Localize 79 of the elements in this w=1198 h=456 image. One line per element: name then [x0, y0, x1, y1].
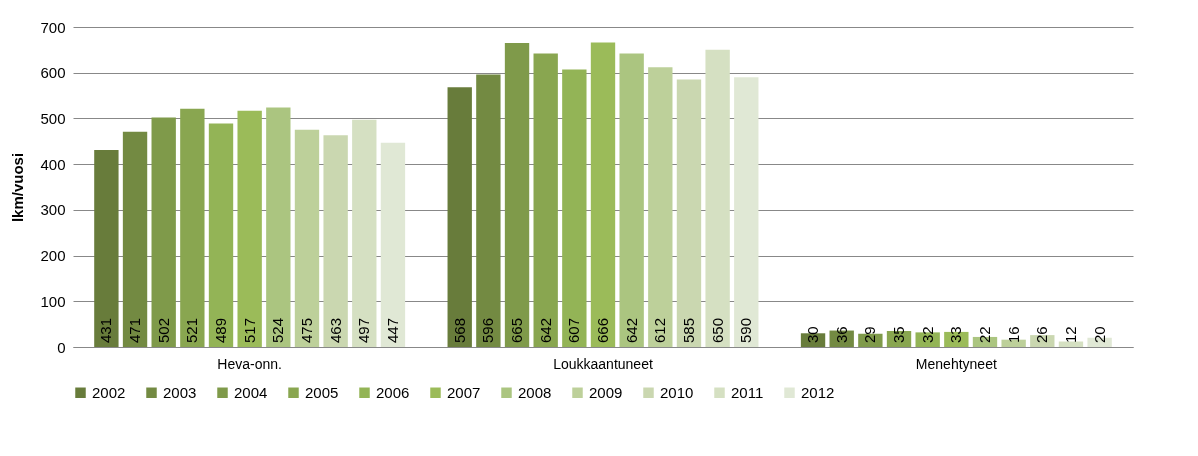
data-label: 642	[622, 317, 640, 343]
bar	[122, 131, 148, 347]
data-label: 521	[183, 317, 201, 343]
y-tick-label: 500	[40, 109, 66, 127]
data-label: 36	[832, 326, 850, 343]
data-label: 497	[355, 317, 373, 343]
data-label: 517	[240, 317, 258, 343]
y-tick-label: 0	[57, 338, 66, 356]
data-label: 447	[383, 317, 401, 343]
bar	[590, 42, 616, 347]
x-tick-label: Heva-onn.	[217, 355, 282, 372]
bar	[180, 108, 205, 347]
y-tick-label: 600	[40, 64, 66, 82]
legend-label: 2008	[518, 383, 552, 401]
data-label: 22	[975, 326, 993, 343]
bar	[705, 49, 730, 347]
data-label: 502	[154, 317, 172, 343]
data-label: 32	[918, 326, 936, 343]
data-label: 665	[508, 317, 526, 343]
data-label: 524	[269, 317, 287, 343]
bar	[619, 53, 644, 347]
data-label: 29	[861, 326, 879, 343]
bar	[294, 129, 320, 347]
data-label: 471	[126, 317, 144, 343]
bar	[476, 74, 501, 347]
bar	[380, 142, 406, 347]
data-label: 26	[1033, 326, 1051, 343]
bar	[504, 43, 530, 347]
bar	[533, 53, 558, 347]
legend-label: 2004	[234, 383, 268, 401]
bar	[151, 117, 176, 347]
x-tick-label: Loukkaantuneet	[553, 355, 653, 372]
data-label: 596	[479, 317, 497, 343]
y-tick-label: 400	[40, 155, 66, 173]
legend-label: 2012	[801, 383, 835, 401]
data-label: 431	[97, 317, 115, 343]
data-label: 12	[1061, 326, 1079, 343]
bar	[208, 123, 234, 347]
bar	[676, 79, 702, 347]
data-label: 568	[450, 317, 468, 343]
data-label: 650	[708, 317, 726, 343]
data-label: 20	[1090, 326, 1108, 343]
legend-label: 2011	[731, 383, 764, 401]
bar	[734, 77, 759, 347]
bar	[352, 119, 377, 347]
legend-label: 2003	[163, 383, 197, 401]
bar	[562, 69, 587, 347]
y-tick-label: 200	[40, 247, 66, 265]
data-label: 33	[947, 326, 965, 343]
bar	[1058, 341, 1084, 347]
bar	[94, 149, 119, 347]
bar	[266, 107, 291, 347]
bar	[447, 87, 472, 347]
y-axis-title: lkm/vuosi	[9, 152, 27, 223]
data-label: 642	[536, 317, 554, 343]
legend-label: 2002	[92, 383, 126, 401]
data-label: 489	[212, 317, 230, 343]
data-label: 585	[679, 317, 697, 343]
y-tick-label: 700	[40, 18, 66, 36]
bar	[237, 110, 262, 347]
legend-label: 2010	[660, 383, 694, 401]
legend-label: 2006	[376, 383, 410, 401]
data-label: 612	[651, 317, 669, 343]
x-tick-label: Menehtyneet	[915, 355, 997, 372]
data-label: 30	[804, 326, 822, 343]
data-label: 475	[297, 317, 315, 343]
data-label: 607	[565, 317, 583, 343]
legend-label: 2005	[305, 383, 339, 401]
data-label: 590	[737, 317, 755, 343]
data-label: 35	[890, 326, 908, 343]
data-label: 463	[326, 317, 344, 343]
data-label: 666	[594, 317, 611, 343]
bar	[648, 67, 673, 347]
y-tick-label: 100	[40, 292, 66, 310]
legend-label: 2007	[447, 383, 481, 401]
legend-label: 2009	[589, 383, 623, 401]
y-tick-label: 300	[40, 201, 66, 219]
bar	[323, 135, 348, 347]
data-label: 16	[1004, 326, 1022, 343]
